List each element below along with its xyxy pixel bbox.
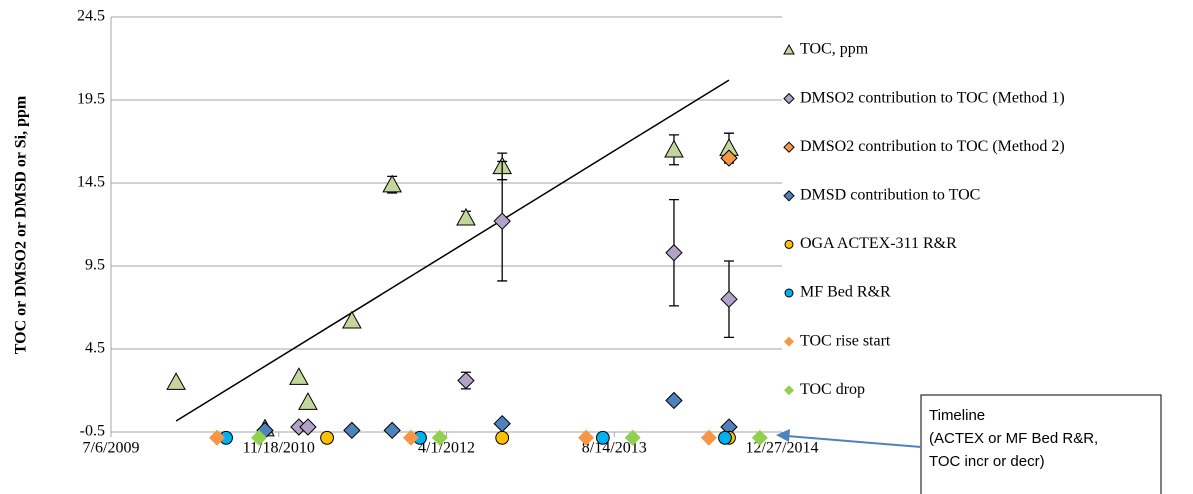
annotation-box	[920, 394, 1162, 494]
legend-label: DMSO2 contribution to TOC (Method 1)	[800, 89, 1065, 106]
annotation-text: Timeline	[929, 407, 985, 424]
diamond-marker	[250, 429, 267, 446]
diamond-marker	[493, 212, 511, 230]
triangle-marker	[664, 139, 684, 158]
diamond-marker	[383, 421, 401, 440]
triangle-marker	[166, 372, 186, 390]
circle-marker	[718, 430, 732, 445]
y-tick-label: 19.5	[77, 91, 105, 108]
y-tick-label: 14.5	[77, 174, 105, 191]
diamond-marker	[431, 429, 448, 446]
diamond-marker	[457, 371, 475, 390]
legend-label: TOC drop	[800, 381, 865, 398]
legend-label: TOC, ppm	[800, 41, 869, 58]
diamond-marker	[578, 429, 595, 446]
triangle-marker	[342, 310, 362, 329]
triangle-marker	[382, 174, 402, 193]
circle-marker	[784, 239, 794, 249]
x-tick-label: 12/27/2014	[746, 440, 819, 457]
diamond-marker	[720, 149, 738, 167]
diamond-marker	[783, 141, 795, 153]
triangle-marker	[456, 207, 476, 226]
annotation-arrow	[786, 435, 922, 448]
x-tick-label: 7/6/2009	[83, 440, 140, 457]
arrow-head	[776, 429, 790, 442]
diamond-marker	[624, 429, 641, 446]
legend-label: TOC rise start	[800, 332, 891, 349]
x-tick-label: 4/1/2012	[418, 440, 475, 457]
x-tick-label: 11/18/2010	[243, 440, 315, 457]
diamond-marker	[784, 336, 794, 347]
diamond-marker	[783, 92, 795, 105]
circle-marker	[784, 288, 794, 298]
legend-label: OGA ACTEX-311 R&R	[800, 235, 957, 252]
diamond-marker	[783, 190, 795, 202]
y-tick-label: 9.5	[85, 257, 105, 274]
diamond-marker	[493, 414, 511, 433]
trendline	[175, 79, 730, 422]
y-tick-label: 4.5	[85, 340, 105, 357]
diamond-marker	[784, 385, 794, 396]
diamond-marker	[665, 244, 683, 262]
y-tick-label: -0.5	[80, 423, 105, 440]
annotation-text: TOC incr or decr)	[929, 453, 1045, 470]
diamond-marker	[751, 429, 768, 446]
diamond-marker	[720, 290, 738, 308]
diamond-marker	[209, 429, 226, 446]
legend-label: DMSO2 contribution to TOC (Method 2)	[800, 138, 1065, 155]
triangle-marker	[783, 43, 795, 55]
diamond-marker	[700, 429, 717, 446]
diamond-marker	[343, 421, 361, 440]
circle-marker	[495, 430, 510, 445]
annotation-text: (ACTEX or MF Bed R&R,	[929, 430, 1098, 447]
triangle-marker	[289, 367, 309, 385]
y-axis-label: TOC or DMSO2 or DMSD or Si, ppm	[13, 95, 30, 354]
diamond-marker	[299, 418, 317, 436]
x-tick-label: 8/14/2013	[582, 440, 647, 457]
y-tick-label: 24.5	[77, 8, 105, 25]
diamond-marker	[665, 391, 683, 410]
legend-label: MF Bed R&R	[800, 284, 891, 301]
circle-marker	[595, 430, 610, 445]
circle-marker	[320, 430, 334, 445]
legend-label: DMSD contribution to TOC	[800, 186, 980, 203]
diamond-marker	[402, 429, 419, 446]
triangle-marker	[298, 392, 318, 410]
